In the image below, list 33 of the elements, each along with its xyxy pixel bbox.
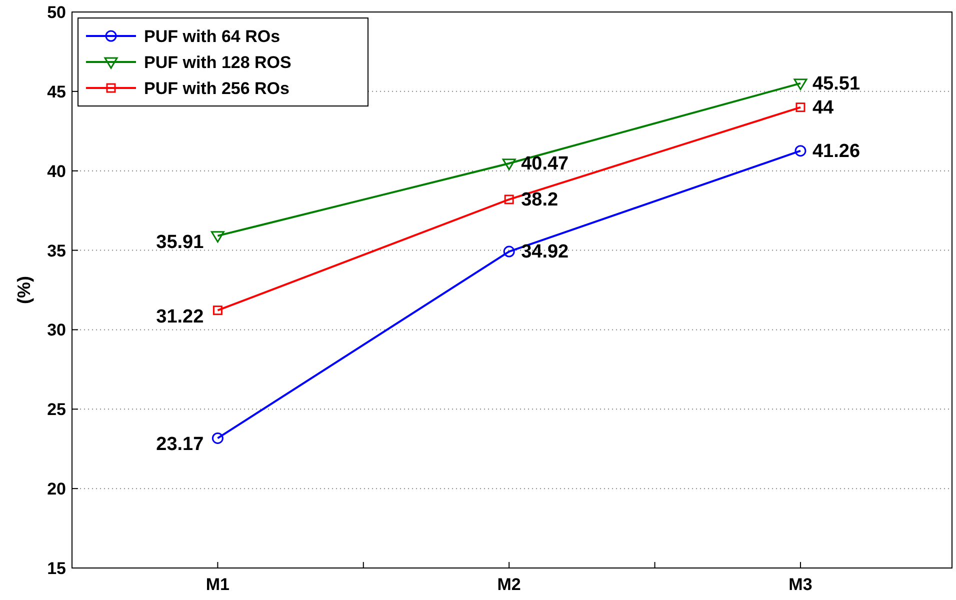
data-label: 41.26: [812, 140, 860, 162]
data-label: 45.51: [812, 73, 860, 94]
data-label: 34.92: [521, 242, 569, 263]
y-tick-label: 40: [47, 162, 66, 181]
x-tick-label: M1: [206, 575, 230, 594]
point: [796, 102, 806, 112]
y-tick-label: 15: [47, 559, 66, 578]
y-tick-label: 30: [47, 320, 66, 340]
data-label: 44: [812, 97, 834, 118]
point: [794, 78, 808, 90]
x-tick-label: M2: [497, 575, 521, 594]
y-tick-label: 25: [47, 400, 66, 420]
y-tick-label: 35: [47, 241, 66, 260]
y-tick-label: 50: [47, 3, 66, 22]
point: [504, 194, 514, 204]
x-tick-label: M3: [788, 575, 812, 594]
y-tick-label: 45: [47, 82, 66, 102]
point: [503, 246, 515, 258]
data-label: 38.2: [521, 189, 558, 210]
data-label: 35.91: [156, 232, 204, 253]
y-axis-title: (%): [14, 276, 34, 304]
data-label: 40.47: [521, 153, 569, 174]
y-tick-label: 20: [47, 480, 66, 499]
legend-label: PUF with 256 ROs: [144, 79, 290, 98]
legend-label: PUF with 64 ROs: [144, 27, 280, 46]
point: [212, 432, 224, 444]
legend-label: PUF with 128 ROS: [144, 53, 292, 72]
point: [502, 158, 516, 170]
point: [212, 306, 222, 316]
point: [210, 231, 224, 243]
point: [794, 145, 806, 157]
data-label: 23.17: [156, 434, 204, 456]
data-label: 31.22: [156, 306, 204, 328]
